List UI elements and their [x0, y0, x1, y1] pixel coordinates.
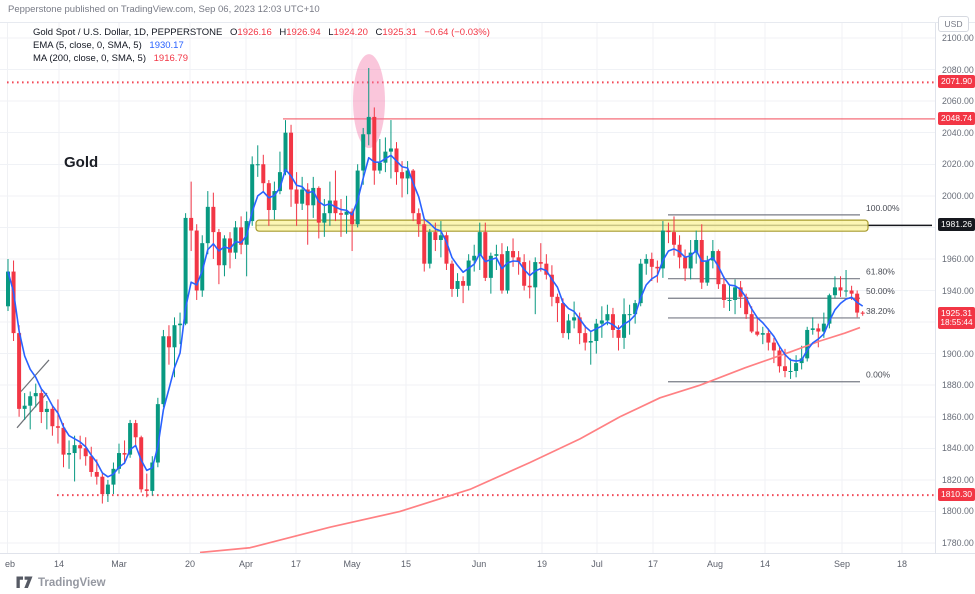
fib-label: 100.00%	[866, 203, 900, 213]
time-tick-label: Apr	[238, 559, 253, 569]
close-label: C	[375, 27, 383, 38]
price-tick-label: 1880.00	[942, 380, 974, 391]
price-tick-label: 1800.00	[942, 506, 974, 517]
low-label: L	[328, 27, 334, 38]
time-tick-label: eb	[4, 559, 15, 569]
time-tick-label: Sep	[833, 559, 850, 569]
ma200-line	[199, 326, 861, 553]
ema-label: EMA (5, close, 0, SMA, 5)	[33, 40, 142, 51]
price-tick-label: 2100.00	[942, 33, 974, 43]
gold-text-annotation: Gold	[64, 154, 99, 171]
time-tick-label: Jun	[471, 559, 487, 569]
price-tick-label: 1940.00	[942, 285, 974, 296]
time-tick-label: May	[343, 559, 361, 569]
publisher-watermark: Pepperstone published on TradingView.com…	[8, 4, 320, 15]
time-tick-label: 18	[896, 559, 907, 569]
fib-label: 61.80%	[866, 267, 895, 277]
price-tick-label: 2080.00	[942, 64, 974, 75]
supply-zone	[255, 219, 869, 232]
grid	[0, 23, 935, 553]
price-tick-label: 1860.00	[942, 411, 974, 422]
price-tick-label: 1900.00	[942, 348, 974, 359]
ma-legend-row[interactable]: MA (200, close, 0, SMA, 5) 1916.79	[33, 52, 490, 65]
fib-label: 38.20%	[866, 306, 895, 316]
price-axis: 2100.00 2080.00 2060.00 2040.00 2020.00 2000.…	[935, 23, 975, 553]
price-tick-label: 2040.00	[942, 127, 974, 138]
time-tick-label: 15	[400, 559, 411, 569]
price-tick-label: 1780.00	[942, 538, 974, 548]
price-level-badge: 1810.30	[938, 488, 975, 502]
high-value: 1926.94	[286, 27, 321, 38]
fib-label: 0.00%	[866, 370, 891, 380]
time-tick-label: 17	[647, 559, 658, 569]
close-value: 1925.31	[382, 27, 417, 38]
ma-label: MA (200, close, 0, SMA, 5)	[33, 53, 146, 64]
tradingview-logo[interactable]: TradingView	[16, 576, 106, 589]
price-tick-label: 1820.00	[942, 474, 974, 485]
currency-badge: USD	[938, 16, 969, 32]
low-value: 1924.20	[333, 27, 368, 38]
change-value: −0.64 (−0.03%)	[424, 27, 490, 38]
tradingview-logo-icon	[16, 576, 33, 588]
open-value: 1926.16	[237, 27, 272, 38]
time-tick-label: 14	[759, 559, 770, 569]
ema-value: 1930.17	[149, 40, 184, 51]
time-tick-label: 14	[53, 559, 64, 569]
price-tick-label: 2060.00	[942, 96, 974, 107]
countdown-timer: 18:55:44	[940, 316, 973, 327]
price-tick-label: 1840.00	[942, 443, 974, 454]
time-tick-label: Jul	[591, 559, 603, 569]
price-level-badge: 2071.90	[938, 75, 975, 89]
last-price-badge: 1925.31 18:55:44	[938, 306, 975, 329]
header-separator	[0, 22, 975, 23]
time-axis: eb 14 Mar 20 Apr 17 May 15 Jun 19 Jul 17 Aug 14 Sep 18	[0, 553, 975, 576]
ema5-line	[7, 154, 864, 478]
price-tick-label: 2000.00	[942, 190, 974, 201]
time-tick-label: 17	[290, 559, 301, 569]
time-tick-label: Mar	[111, 559, 127, 569]
symbol-legend-row[interactable]: Gold Spot / U.S. Dollar, 1D, PEPPERSTONE…	[33, 26, 490, 39]
price-tick-label: 2020.00	[942, 159, 974, 170]
symbol-title: Gold Spot / U.S. Dollar, 1D, PEPPERSTONE	[33, 27, 223, 38]
time-tick-label: Aug	[706, 559, 723, 569]
tradingview-logo-text: TradingView	[38, 576, 106, 589]
ema-legend-row[interactable]: EMA (5, close, 0, SMA, 5) 1930.17	[33, 39, 490, 52]
open-label: O	[230, 27, 238, 38]
time-tick-label: 20	[184, 559, 195, 569]
price-level-badge: 2048.74	[938, 111, 975, 125]
time-tick-label: 19	[536, 559, 547, 569]
chart-legend: Gold Spot / U.S. Dollar, 1D, PEPPERSTONE…	[33, 26, 490, 65]
price-tick-label: 1960.00	[942, 253, 974, 264]
ma-value: 1916.79	[153, 53, 188, 64]
high-label: H	[279, 27, 287, 38]
fib-label: 50.00%	[866, 286, 895, 296]
price-level-badge: 1981.26	[938, 218, 975, 232]
